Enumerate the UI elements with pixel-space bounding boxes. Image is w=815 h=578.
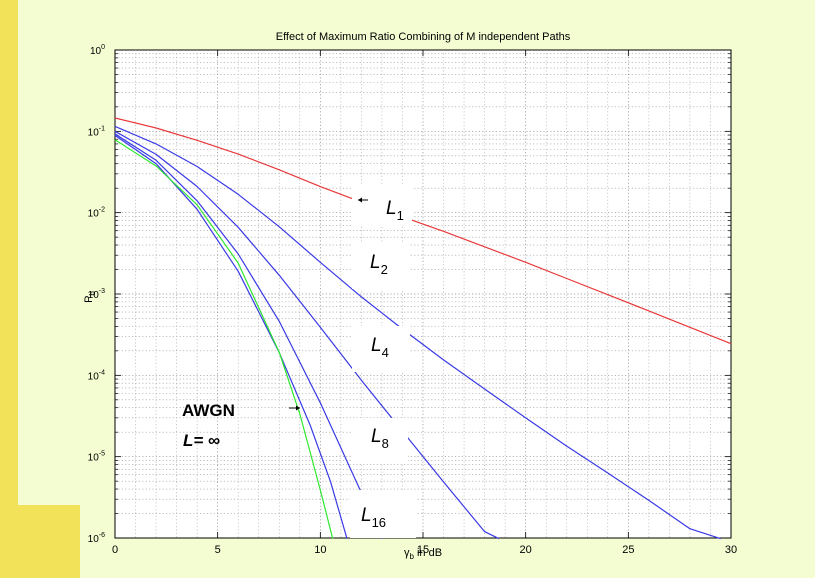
y-tick-label: 100 [90, 44, 105, 57]
y-tick-label: 10-5 [88, 451, 105, 464]
y-tick-label: 10-4 [88, 369, 105, 382]
annotation-L2: L2 [370, 252, 388, 277]
arrow-awgn [289, 405, 300, 411]
arrow-L1 [358, 197, 368, 203]
x-tick-label: 30 [725, 544, 737, 556]
annotation-L2-sub: 2 [381, 262, 388, 277]
annotation-L8-text: L8 [371, 426, 389, 451]
annotation-L16-text: L16 [361, 505, 386, 530]
y-tick-label-base: 10 [88, 127, 100, 138]
x-tick-label: 5 [215, 544, 221, 556]
label-masks [350, 186, 416, 538]
x-tick-label: 25 [622, 544, 634, 556]
annotation-L8-sub: 8 [382, 436, 389, 451]
x-axis-label-text: γ [404, 547, 410, 559]
annotation-L4: L4 [371, 335, 389, 360]
annotation-L2-text: L2 [370, 252, 388, 277]
annotation-L1-sub: 1 [397, 208, 404, 223]
series-line-l2 [114, 125, 721, 540]
annotation-L1: L1 [386, 198, 404, 223]
y-tick-label-base: 10 [88, 371, 100, 382]
series-line-l1 [114, 117, 732, 345]
annotation-L1-text: L1 [386, 198, 404, 223]
y-axis-label-sub: b [88, 291, 97, 296]
accent-bar-secondary [18, 505, 80, 578]
annotation-L8: L8 [371, 426, 389, 451]
annotation-L-infinity: L= ∞ [183, 431, 220, 450]
y-tick-label: 10-2 [88, 207, 105, 220]
x-axis-label-rest: in dB [414, 547, 442, 559]
series-lines [114, 117, 732, 540]
label-mask [350, 490, 416, 538]
y-tick-label-base: 10 [88, 209, 100, 220]
y-tick-label-exp: -2 [99, 207, 105, 214]
y-tick-label-exp: -5 [99, 451, 105, 458]
accent-bar [0, 0, 18, 578]
arrow-L1-head [358, 197, 362, 203]
grid [115, 50, 731, 538]
y-tick-label: 10-3 [88, 288, 105, 301]
x-tick-label: 0 [112, 544, 118, 556]
annotation-L16-main: L [361, 505, 372, 526]
label-mask [352, 418, 408, 464]
y-tick-label-exp: 0 [101, 44, 105, 51]
y-tick-label-base: 10 [88, 453, 100, 464]
annotation-L16-sub: 16 [372, 515, 386, 530]
annotation-awgn: AWGN [182, 401, 235, 420]
x-axis-label-sub: b [409, 552, 414, 561]
x-tick-label: 20 [520, 544, 532, 556]
y-tick-label: 10-6 [88, 532, 105, 545]
x-tick-label: 15 [417, 544, 429, 556]
y-tick-label-base: 10 [90, 46, 102, 57]
y-tick-label-exp: -6 [99, 532, 105, 539]
label-mask [352, 186, 412, 226]
y-axis-label-main: P [83, 296, 95, 303]
y-tick-label-exp: -3 [99, 288, 105, 295]
y-axis-label: Pb [83, 291, 97, 303]
annotation-L4-text: L4 [371, 335, 389, 360]
y-tick-label-base: 10 [88, 290, 100, 301]
arrow-awgn-head [296, 405, 300, 411]
x-axis-label: γb in dB [404, 547, 442, 561]
label-mask [352, 326, 410, 372]
annotation-L8-main: L [371, 426, 382, 447]
chart-title: Effect of Maximum Ratio Combining of M i… [276, 31, 571, 43]
series-line-l4 [114, 130, 500, 540]
annotation-L1-main: L [386, 198, 397, 219]
label-mask [352, 243, 410, 289]
annotation-L4-sub: 4 [382, 345, 389, 360]
y-tick-label-exp: -1 [99, 125, 105, 132]
y-tick-label: 10-1 [88, 125, 105, 138]
annotation-L4-main: L [371, 335, 382, 356]
series-line-awgn [114, 139, 334, 539]
series-line-l16 [114, 134, 348, 539]
annotation-L16: L16 [361, 505, 386, 530]
y-tick-label-base: 10 [88, 534, 100, 545]
y-tick-label-exp: -4 [99, 369, 105, 376]
x-tick-label: 10 [314, 544, 326, 556]
annotation-L2-main: L [370, 252, 381, 273]
